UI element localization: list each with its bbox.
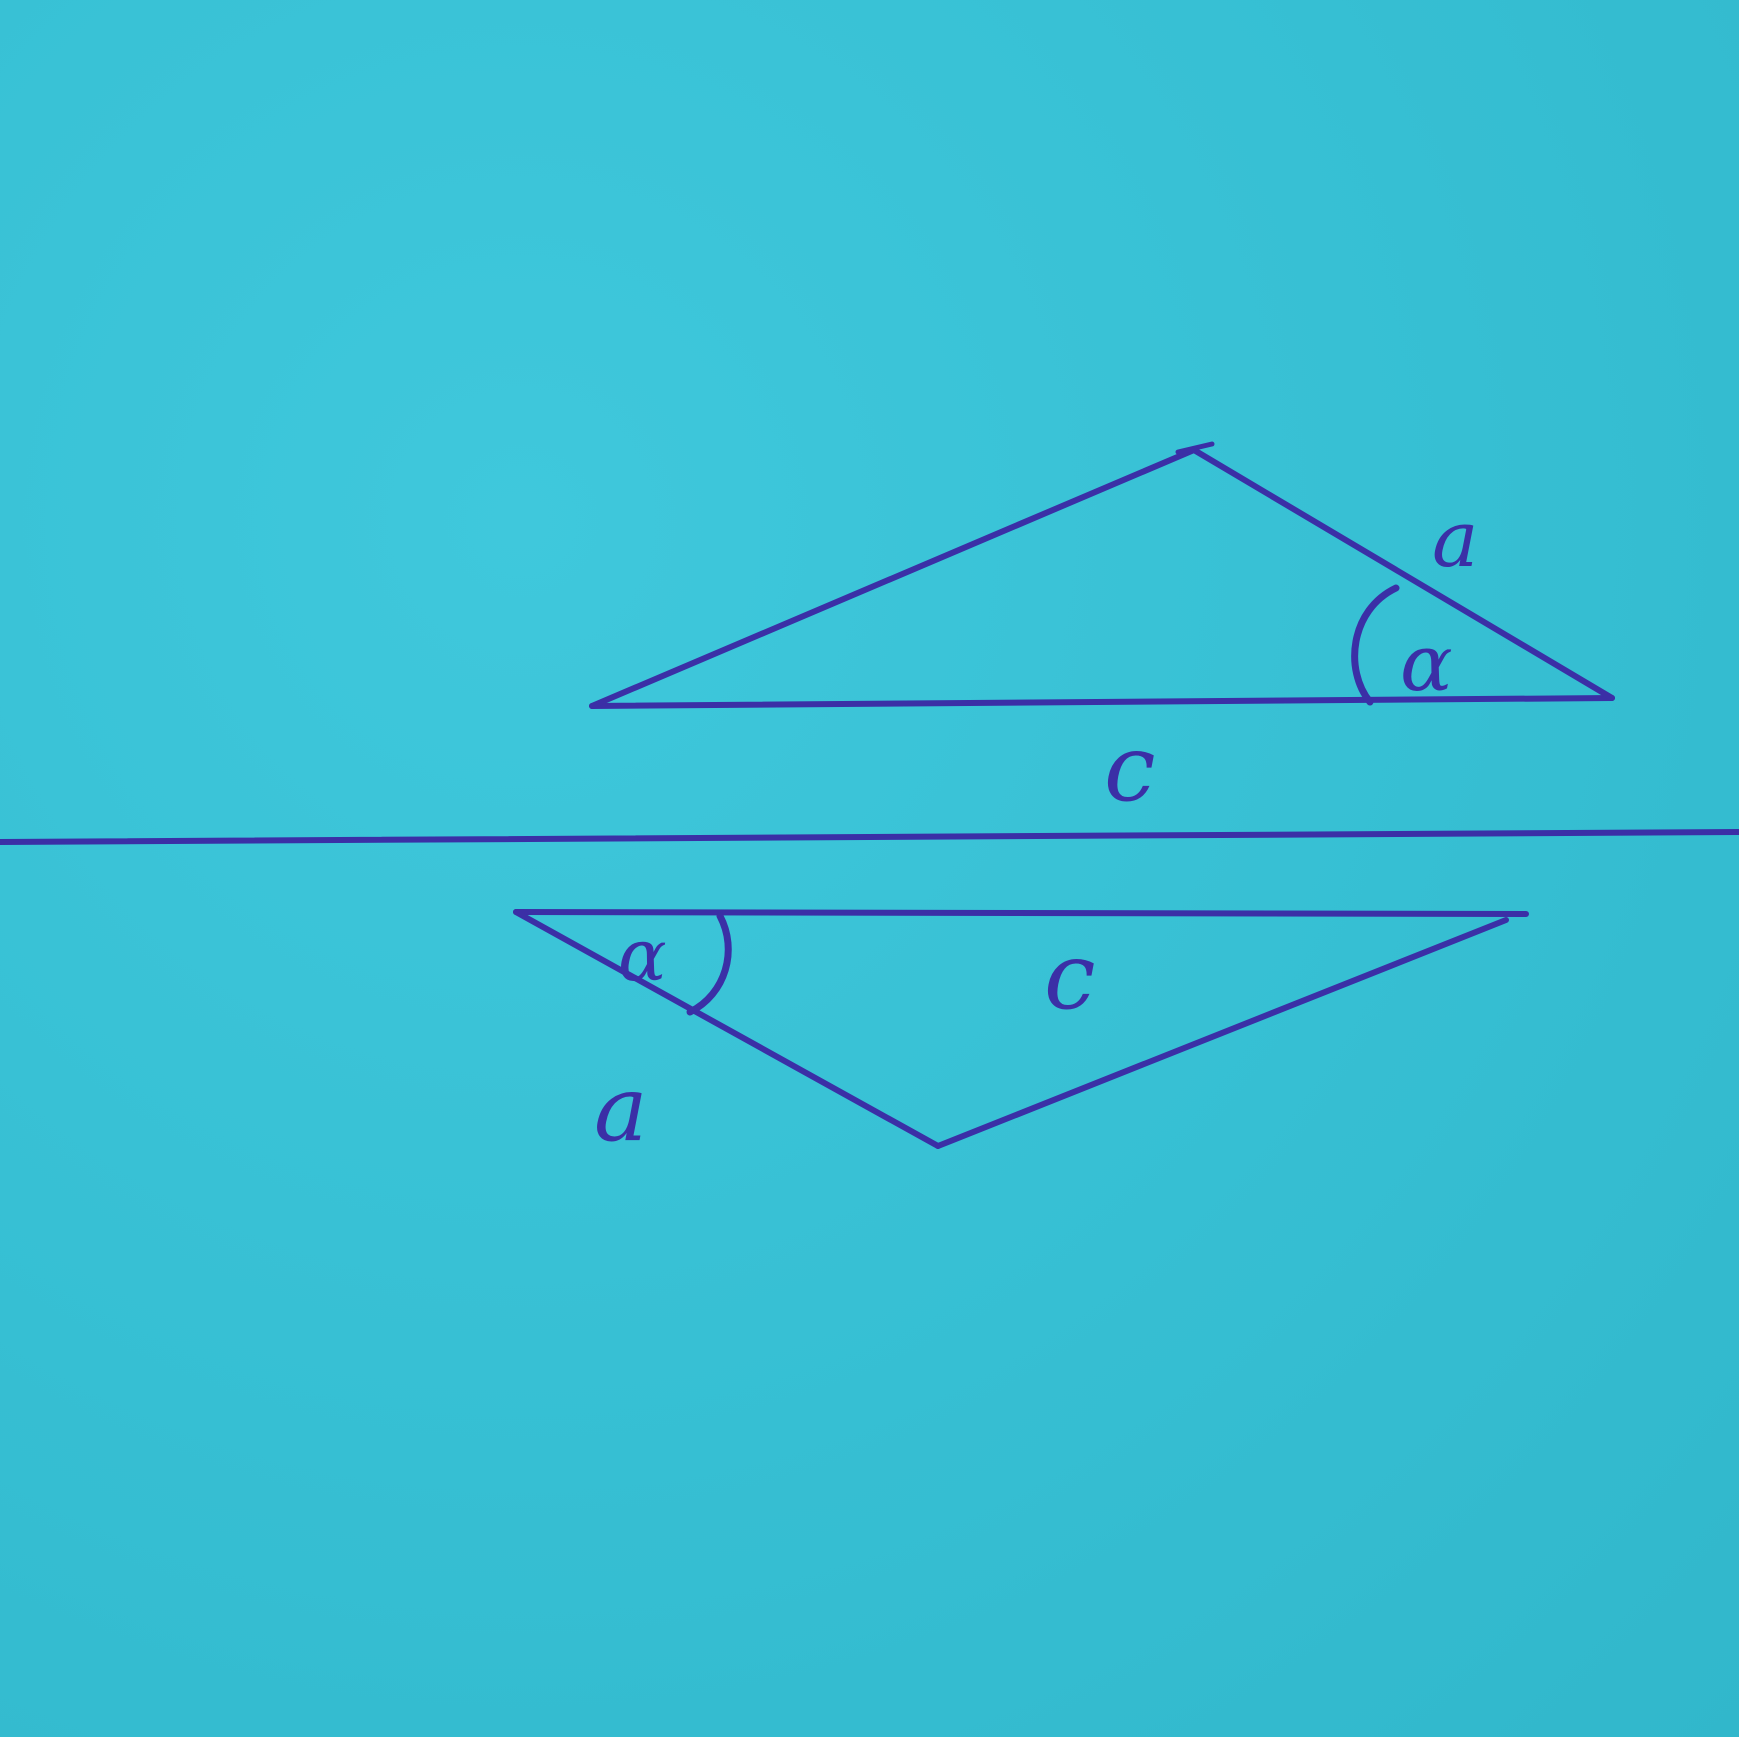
bottom-triangle-top-side [513,909,1529,917]
top-triangle-angle-label: α [1400,619,1453,709]
bottom-triangle-label-a: a [594,1057,648,1162]
bottom-triangle [513,909,1529,1149]
bottom-triangle-left-side-a [513,909,941,1149]
divider-line [0,829,1739,845]
top-triangle [589,441,1615,709]
top-triangle-label-a: a [1432,495,1479,585]
top-triangle-apex-tick [1175,441,1215,455]
bottom-triangle-angle-label: α [618,913,667,997]
top-triangle-angle-arc [1351,584,1400,706]
bottom-triangle-label-c: c [1044,923,1096,1030]
top-triangle-label-c: c [1104,715,1156,822]
bottom-triangle-angle-arc [686,912,732,1016]
top-triangle-right-side-a [1191,447,1615,701]
top-triangle-left-side [589,447,1197,709]
top-triangle-base-c [589,695,1615,709]
bottom-triangle-right-side [935,917,1509,1149]
